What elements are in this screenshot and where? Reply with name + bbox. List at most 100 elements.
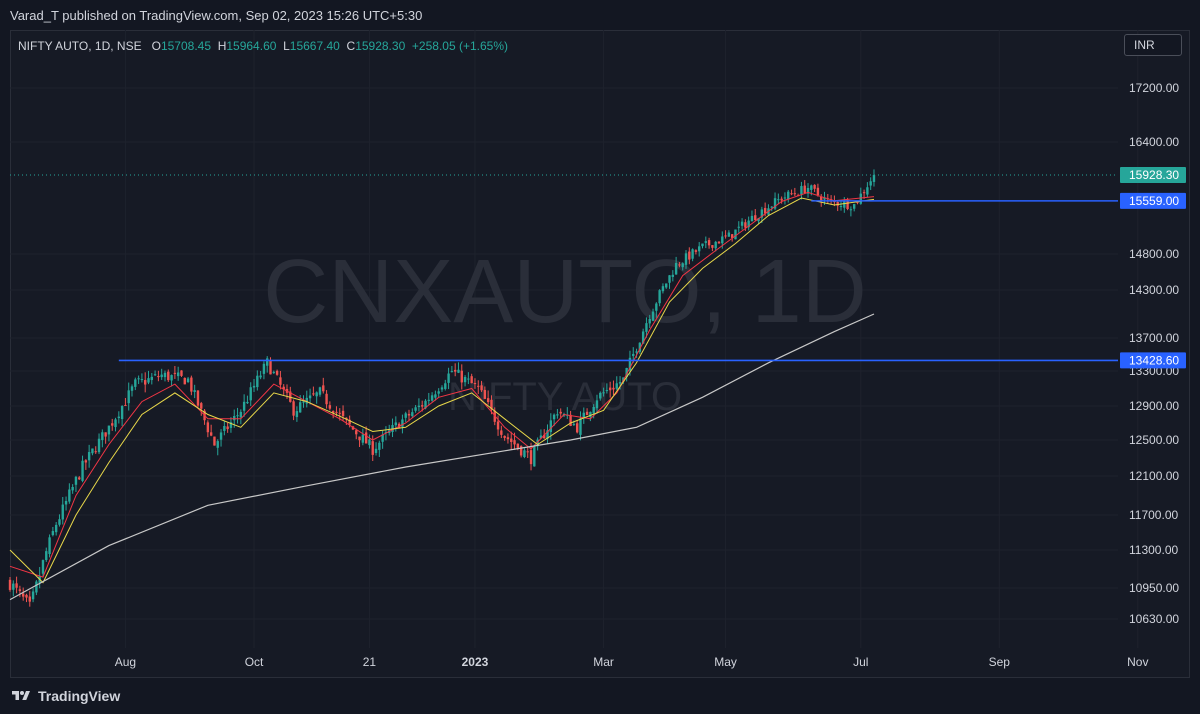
candle-body [486,398,490,403]
candle-body [513,440,516,445]
candle-body [190,377,193,392]
y-tick-label: 12100.00 [1129,469,1179,483]
candle-body [295,411,299,418]
candle-body [843,201,846,208]
candle-body [364,432,368,444]
candle-body [371,441,374,455]
candle-body [140,379,144,381]
candle-body [259,375,262,378]
candle-body [246,401,249,404]
candle-body [655,303,658,311]
candle-body [107,425,111,435]
candle-body [740,221,744,226]
candle-body [114,419,117,428]
candle-body [206,422,210,433]
candle-body [777,199,780,201]
candle-body [473,383,477,385]
low-value: 15667.40 [289,39,340,53]
candle-body [625,367,628,378]
candle-body [229,422,233,428]
candle-body [668,275,671,283]
candle-body [216,441,219,448]
candle-body [480,385,483,391]
candle-body [200,403,203,409]
candle-body [266,358,269,366]
hline-price-tag: 15559.00 [1129,194,1179,208]
candle-body [688,251,691,260]
y-tick-label: 12900.00 [1129,399,1179,413]
candle-body [368,439,371,446]
candle-body [529,450,533,465]
last-price-tag-bg [1120,167,1186,184]
candle-body [226,426,229,430]
x-tick-label: Jul [853,655,868,669]
candle-body [852,204,856,209]
candle-body [483,389,487,399]
candle-body [457,369,460,373]
candle-body [338,412,341,414]
chart-frame[interactable] [10,30,1190,678]
candle-body [361,434,365,443]
candle-body [81,460,84,481]
candle-body [325,393,328,405]
candle-body [272,371,276,373]
candle-body [744,222,747,228]
candle-body [605,390,609,392]
currency-button[interactable]: INR [1124,34,1182,56]
candle-body [351,426,355,430]
x-tick-label: Oct [245,655,264,669]
candle-body [64,500,68,505]
candle-body [539,435,543,439]
candle-body [559,411,562,414]
candle-body [602,392,605,394]
watermark-sub: NIFTY AUTO [448,375,682,419]
candle-body [289,391,292,402]
candle-body [348,419,351,425]
candle-body [800,186,803,195]
candle-body [213,436,216,446]
candle-body [658,290,661,304]
candle-body [684,253,688,265]
candle-body [87,452,91,461]
candle-body [579,418,582,435]
y-tick-label: 11700.00 [1129,508,1178,522]
candle-body [101,432,104,441]
candle-body [173,372,177,374]
candle-body [430,395,434,401]
candle-body [282,386,285,390]
candle-body [186,378,190,383]
candle-body [8,579,12,590]
candle-body [836,202,839,206]
candle-body [341,410,345,417]
candle-body [120,406,124,420]
candle-body [665,283,668,288]
candle-body [71,487,74,491]
hline-price-tag: 13428.60 [1129,353,1179,367]
candle-body [572,423,576,425]
change-value: +258.05 (+1.65%) [411,39,508,53]
candle-body [335,411,338,413]
x-tick-label: 2023 [462,655,489,669]
candle-body [714,241,717,249]
y-tick-label: 13700.00 [1129,331,1179,345]
high-key: H [217,39,227,53]
candle-body [641,331,645,344]
candle-body [506,437,510,440]
candle-body [104,432,107,437]
candle-body [721,236,724,244]
grid [10,30,1139,648]
footer-brand[interactable]: TradingView [38,688,121,704]
candle-body [536,439,539,447]
candle-body [137,378,140,380]
candle-body [763,208,767,214]
candle-body [678,264,681,266]
candle-body [711,245,714,248]
candle-body [236,415,239,417]
candle-body [275,370,279,375]
symbol-label[interactable]: NIFTY AUTO, 1D, NSE [18,39,142,53]
candle-body [54,524,58,533]
candle-body [757,218,760,222]
candle-body [196,390,200,406]
x-tick-label: Nov [1127,655,1148,669]
